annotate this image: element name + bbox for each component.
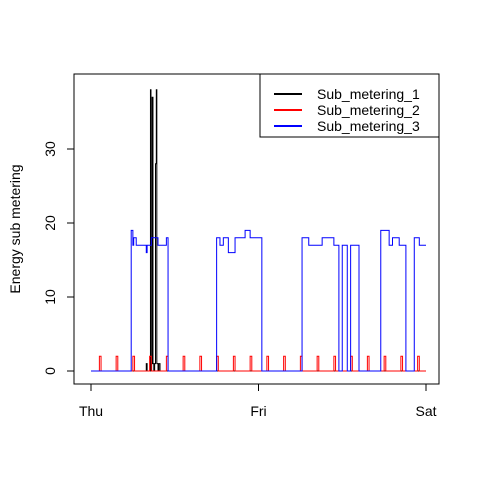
y-tick-label-1: 10 (42, 289, 58, 305)
x-tick-label-2: Sat (415, 403, 436, 419)
series-line-3 (91, 229, 426, 372)
legend-label-1: Sub_metering_1 (317, 86, 420, 102)
legend-label-2: Sub_metering_2 (317, 102, 420, 118)
y-axis: 0 10 20 30 (42, 141, 75, 375)
y-tick-label-2: 20 (42, 215, 58, 231)
series-layer (91, 89, 426, 372)
y-axis-title: Energy sub metering (7, 164, 23, 293)
x-tick-label-1: Fri (250, 403, 266, 419)
y-tick-label-0: 0 (42, 367, 58, 375)
series-line-2 (91, 355, 426, 372)
legend: Sub_metering_1Sub_metering_2Sub_metering… (259, 73, 440, 138)
series-line-1 (91, 89, 426, 372)
x-axis: Thu Fri Sat (79, 383, 437, 419)
y-tick-label-3: 30 (42, 141, 58, 157)
legend-label-3: Sub_metering_3 (317, 118, 420, 134)
x-tick-label-0: Thu (79, 403, 103, 419)
